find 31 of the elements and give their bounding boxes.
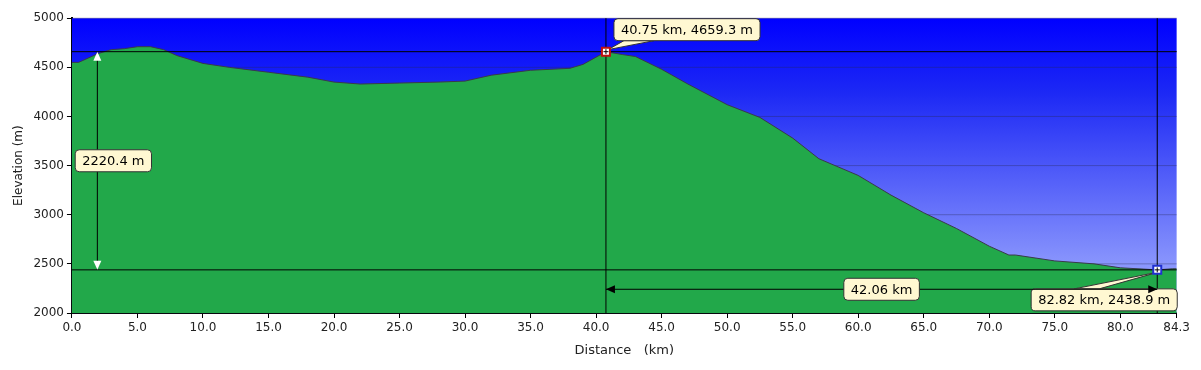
y-tick-label: 2500 (33, 255, 64, 270)
annotation: 2220.4 m (82, 153, 145, 169)
x-tick-label: 60.0 (844, 320, 872, 335)
annotation: 42.06 km (850, 281, 913, 297)
x-tick-label: 25.0 (386, 320, 413, 335)
x-tick-label: 0.0 (62, 320, 82, 335)
y-tick-label: 4000 (33, 108, 64, 123)
y-tick-label: 2000 (33, 305, 64, 320)
x-axis-title: Distance (km) (574, 341, 675, 357)
annotation: 82.82 km, 2438.9 m (1038, 292, 1171, 308)
y-tick-label: 3000 (33, 206, 64, 221)
y-tick-label: 3500 (33, 157, 64, 172)
x-tick-label: 15.0 (255, 320, 282, 335)
x-tick-label: 20.0 (320, 320, 348, 335)
x-tick-label: 84.3 (1163, 320, 1190, 335)
annotation: 40.75 km, 4659.3 m (620, 22, 754, 38)
x-tick-label: 50.0 (713, 320, 741, 335)
y-tick-label: 4500 (33, 59, 64, 74)
x-tick-label: 55.0 (779, 320, 807, 335)
x-tick-label: 40.0 (582, 320, 610, 335)
x-tick-label: 5.0 (127, 320, 148, 335)
x-tick-label: 75.0 (1041, 320, 1069, 335)
y-axis-title: Elevation (m) (11, 125, 26, 206)
x-tick-label: 70.0 (975, 320, 1003, 335)
x-tick-label: 65.0 (910, 320, 938, 335)
x-tick-label: 30.0 (451, 320, 479, 335)
x-tick-label: 35.0 (517, 320, 544, 335)
y-tick-label: 5000 (33, 10, 64, 25)
x-tick-label: 10.0 (189, 320, 217, 335)
x-tick-label: 45.0 (648, 320, 675, 335)
x-tick-label: 80.0 (1106, 320, 1134, 335)
